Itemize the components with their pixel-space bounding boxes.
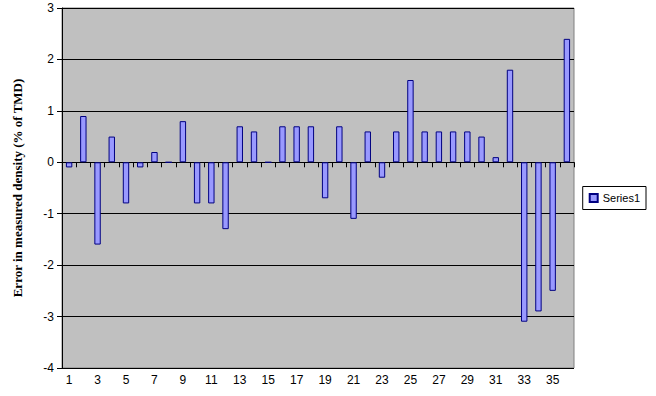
svg-text:17: 17 <box>290 373 304 387</box>
svg-text:1: 1 <box>66 373 73 387</box>
svg-text:7: 7 <box>151 373 158 387</box>
svg-text:1: 1 <box>47 104 54 118</box>
svg-text:25: 25 <box>404 373 418 387</box>
svg-text:35: 35 <box>546 373 560 387</box>
svg-text:3: 3 <box>47 1 54 15</box>
svg-text:21: 21 <box>347 373 361 387</box>
svg-text:33: 33 <box>518 373 532 387</box>
svg-text:19: 19 <box>318 373 332 387</box>
svg-text:-1: -1 <box>43 207 54 221</box>
svg-text:Error in measured density (% o: Error in measured density (% of TMD) <box>10 79 25 298</box>
svg-text:-2: -2 <box>43 258 54 272</box>
svg-text:5: 5 <box>123 373 130 387</box>
svg-text:11: 11 <box>205 373 218 387</box>
svg-text:2: 2 <box>47 52 54 66</box>
svg-text:-3: -3 <box>43 310 54 324</box>
svg-text:3: 3 <box>94 373 101 387</box>
svg-text:29: 29 <box>461 373 475 387</box>
svg-text:27: 27 <box>432 373 446 387</box>
svg-text:23: 23 <box>375 373 389 387</box>
svg-text:31: 31 <box>489 373 503 387</box>
svg-text:0: 0 <box>47 155 54 169</box>
svg-text:-4: -4 <box>43 361 54 375</box>
svg-text:15: 15 <box>262 373 276 387</box>
svg-text:Series1: Series1 <box>603 192 640 204</box>
svg-text:9: 9 <box>180 373 187 387</box>
svg-text:13: 13 <box>233 373 247 387</box>
